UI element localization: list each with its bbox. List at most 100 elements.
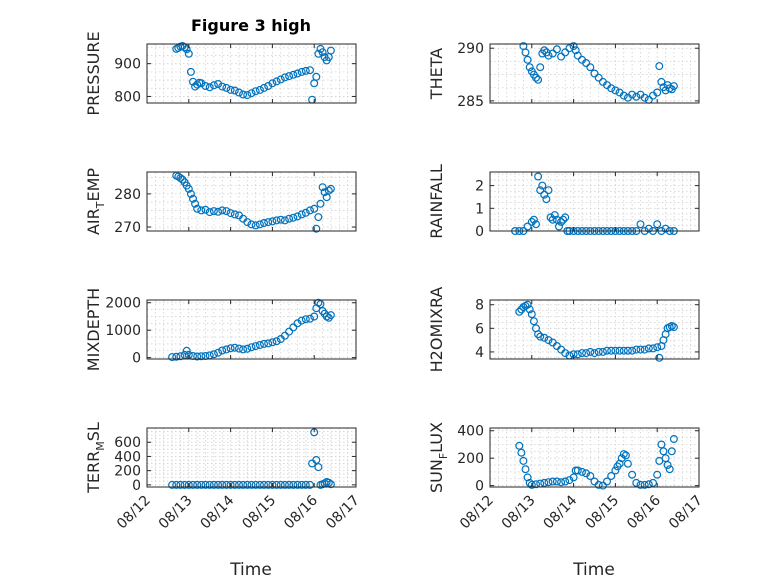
data-point — [619, 346, 628, 355]
data-point — [536, 332, 545, 341]
data-point — [226, 85, 235, 94]
data-point — [548, 215, 557, 224]
data-point — [255, 341, 264, 350]
y-tick-label: 290 — [457, 41, 484, 57]
data-point — [316, 199, 325, 208]
x-tick-label: 08/12 — [114, 493, 154, 533]
data-point — [297, 67, 306, 76]
x-tick-label: 08/15 — [582, 493, 622, 533]
subplot-rainfall: 0 1 2 RAINFALL — [427, 164, 700, 240]
data-point — [644, 480, 653, 489]
data-point — [594, 73, 603, 82]
data-point — [168, 480, 177, 489]
y-tick-label: 8 — [475, 298, 484, 314]
data-point — [180, 480, 189, 489]
y-axis-label: RAINFALL — [427, 164, 446, 239]
y-tick-label: 200 — [457, 451, 484, 467]
axes-frame — [146, 171, 357, 232]
data-point — [312, 456, 321, 465]
data-point — [186, 67, 195, 76]
data-point — [285, 480, 294, 489]
data-point — [577, 349, 586, 358]
data-point — [289, 480, 298, 489]
y-tick-label: 900 — [114, 57, 141, 73]
y-axis-label: PRESSURE — [84, 31, 103, 115]
data-point — [197, 79, 206, 88]
data-point — [628, 346, 637, 355]
data-point — [222, 207, 231, 216]
data-point — [534, 172, 543, 181]
data-point — [218, 346, 227, 355]
data-point — [193, 80, 202, 89]
data-point — [326, 480, 335, 489]
data-point — [669, 323, 678, 332]
data-point — [222, 83, 231, 92]
data-point — [326, 46, 335, 55]
subplot-sun_flux: 0 200 400 SUNFLUX 08/12 08/13 08/14 08/15 08/16 0… — [427, 422, 706, 532]
data-point — [168, 353, 177, 362]
data-point — [525, 305, 534, 314]
data-point — [176, 480, 185, 489]
data-point — [565, 476, 574, 485]
data-point — [590, 349, 599, 358]
y-tick-label: 1 — [475, 201, 484, 217]
data-point — [667, 447, 676, 456]
y-tick-label: 270 — [114, 220, 141, 236]
data-point — [663, 461, 672, 470]
data-point — [521, 465, 530, 474]
data-point — [209, 350, 218, 359]
data-point — [621, 451, 630, 460]
data-point — [544, 336, 553, 345]
data-point — [312, 224, 321, 233]
data-point — [540, 478, 549, 487]
data-point — [297, 316, 306, 325]
data-point — [632, 345, 641, 354]
data-point — [176, 174, 185, 183]
data-point — [611, 466, 620, 475]
data-point — [314, 49, 323, 58]
data-point — [527, 310, 536, 319]
data-point — [218, 206, 227, 215]
y-tick-label: 6 — [475, 321, 484, 337]
data-point — [542, 195, 551, 204]
data-point — [239, 90, 248, 99]
x-tick-label: 08/15 — [239, 493, 279, 533]
data-point — [251, 480, 260, 489]
data-point — [550, 211, 559, 220]
data-point — [172, 352, 181, 361]
x-tick-label: 08/13 — [156, 493, 196, 533]
subplot-theta: 285 290 THETA — [427, 41, 700, 110]
data-point — [628, 470, 637, 479]
data-point — [301, 480, 310, 489]
data-point — [529, 215, 538, 224]
data-point — [255, 480, 264, 489]
data-point — [276, 75, 285, 84]
data-point — [297, 480, 306, 489]
data-point — [523, 222, 532, 231]
data-point — [193, 352, 202, 361]
x-tick-label: 08/13 — [499, 493, 539, 533]
data-point — [602, 346, 611, 355]
data-point — [280, 73, 289, 82]
data-point — [573, 466, 582, 475]
data-point — [197, 352, 206, 361]
data-point — [222, 345, 231, 354]
data-point — [184, 184, 193, 193]
data-point — [197, 480, 206, 489]
y-tick-label: 0 — [132, 351, 141, 367]
data-point — [289, 323, 298, 332]
data-point — [318, 183, 327, 192]
data-point — [264, 81, 273, 90]
data-point — [272, 216, 281, 225]
data-point — [314, 463, 323, 472]
data-point — [619, 91, 628, 100]
x-tick-label: 08/16 — [624, 492, 664, 532]
data-point — [665, 465, 674, 474]
data-point — [230, 86, 239, 95]
data-point — [569, 42, 578, 51]
data-point — [544, 51, 553, 60]
data-point — [590, 69, 599, 78]
